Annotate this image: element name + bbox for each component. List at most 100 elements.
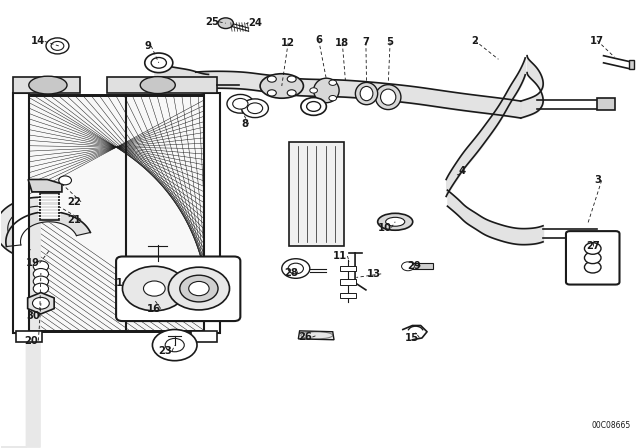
Text: 15: 15 [405, 332, 419, 343]
Text: 28: 28 [284, 268, 298, 278]
Circle shape [584, 261, 601, 273]
Ellipse shape [381, 89, 396, 105]
Bar [22, 95, 211, 331]
Bar [408, 263, 433, 269]
Polygon shape [298, 331, 334, 340]
Text: 14: 14 [31, 36, 45, 47]
Text: 22: 22 [67, 197, 81, 207]
Text: 18: 18 [335, 38, 349, 48]
Text: 4: 4 [458, 167, 465, 177]
Text: 16: 16 [147, 304, 161, 314]
Circle shape [151, 57, 166, 68]
Bar [204, 93, 220, 333]
Circle shape [233, 99, 248, 109]
Circle shape [329, 80, 337, 86]
Bar [629, 60, 634, 69]
Ellipse shape [260, 74, 303, 98]
Polygon shape [107, 77, 217, 93]
Circle shape [310, 88, 317, 93]
Ellipse shape [314, 78, 339, 103]
Text: 10: 10 [378, 223, 392, 233]
Circle shape [189, 281, 209, 296]
Circle shape [33, 297, 49, 309]
Circle shape [145, 53, 173, 73]
Text: 26: 26 [298, 332, 312, 342]
Bar [22, 95, 211, 331]
Text: 24: 24 [248, 18, 262, 28]
Text: 7: 7 [362, 37, 369, 47]
Circle shape [59, 176, 72, 185]
Circle shape [282, 259, 310, 278]
Text: 8: 8 [242, 119, 248, 129]
Bar [597, 99, 615, 111]
Circle shape [165, 338, 184, 352]
Circle shape [33, 283, 49, 294]
Ellipse shape [140, 77, 175, 94]
Circle shape [180, 275, 218, 302]
Ellipse shape [29, 76, 67, 94]
Text: 23: 23 [159, 346, 172, 356]
Bar [40, 193, 59, 220]
Text: 20: 20 [24, 336, 38, 346]
Bar [340, 293, 356, 298]
Text: 11: 11 [333, 251, 348, 261]
Circle shape [152, 330, 197, 361]
Circle shape [329, 95, 337, 101]
Text: 00C08665: 00C08665 [592, 421, 631, 430]
Ellipse shape [376, 85, 401, 110]
Circle shape [33, 261, 49, 271]
Circle shape [46, 38, 69, 54]
Polygon shape [13, 77, 80, 93]
Ellipse shape [378, 213, 413, 230]
Text: 12: 12 [281, 38, 295, 48]
Circle shape [268, 90, 276, 96]
Ellipse shape [355, 82, 378, 105]
Polygon shape [28, 180, 62, 192]
Text: 21: 21 [67, 215, 81, 224]
Circle shape [134, 274, 175, 303]
Circle shape [287, 90, 296, 96]
Circle shape [307, 102, 321, 112]
Text: 5: 5 [387, 37, 394, 47]
Circle shape [51, 42, 64, 50]
FancyBboxPatch shape [116, 257, 241, 321]
Text: 29: 29 [407, 261, 420, 271]
Ellipse shape [301, 332, 333, 339]
Text: 13: 13 [367, 269, 381, 279]
Circle shape [268, 76, 276, 82]
Circle shape [168, 267, 230, 310]
Bar [191, 331, 217, 342]
Circle shape [33, 276, 49, 287]
Circle shape [218, 18, 234, 29]
Circle shape [122, 266, 186, 311]
Circle shape [401, 262, 414, 271]
Circle shape [33, 268, 49, 279]
Bar [289, 142, 344, 246]
Circle shape [584, 252, 601, 263]
Ellipse shape [360, 86, 373, 101]
Circle shape [247, 103, 262, 114]
Text: 25: 25 [205, 17, 220, 27]
Bar [13, 93, 29, 333]
Text: 9: 9 [144, 41, 151, 51]
Circle shape [143, 281, 165, 296]
Circle shape [227, 95, 253, 113]
Bar [340, 266, 356, 271]
Polygon shape [6, 211, 90, 246]
Text: 27: 27 [586, 241, 600, 251]
Bar [16, 331, 42, 342]
Circle shape [287, 76, 296, 82]
Text: 1: 1 [115, 278, 122, 288]
Ellipse shape [386, 217, 404, 226]
Polygon shape [28, 293, 54, 314]
Text: 3: 3 [595, 175, 602, 185]
Circle shape [301, 98, 326, 116]
Text: 19: 19 [26, 258, 40, 268]
Text: 30: 30 [26, 311, 40, 321]
Text: 6: 6 [316, 35, 322, 45]
FancyBboxPatch shape [566, 231, 620, 284]
Circle shape [584, 243, 601, 254]
Circle shape [288, 263, 303, 274]
Text: 2: 2 [472, 35, 478, 46]
Bar [340, 279, 356, 284]
